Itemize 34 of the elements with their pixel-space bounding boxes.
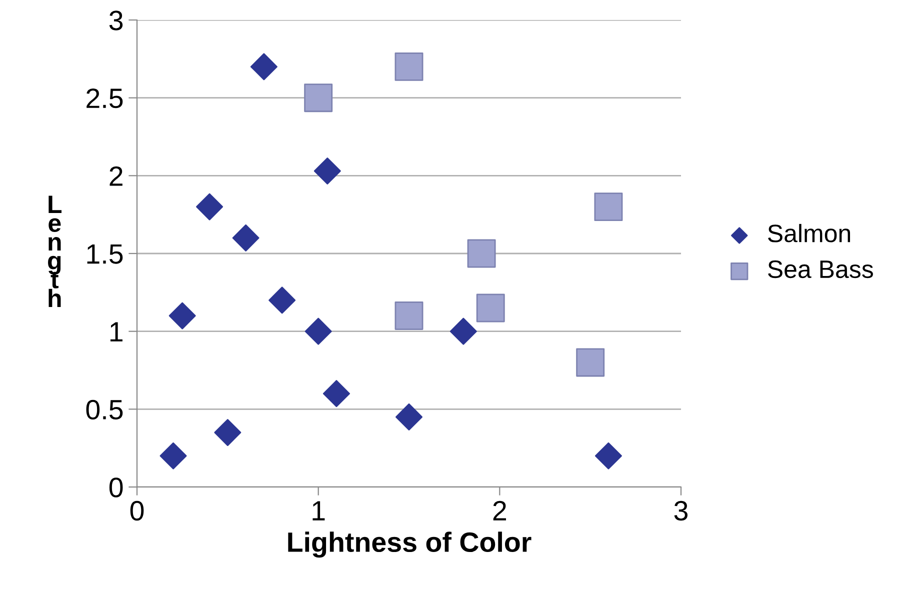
point	[394, 302, 424, 330]
x-axis-title: Lightness of Color	[288, 532, 532, 558]
point	[250, 53, 278, 80]
point	[232, 224, 260, 252]
point	[304, 84, 333, 112]
legend-label: Sea Bass	[768, 260, 873, 278]
point	[467, 239, 496, 268]
point	[160, 442, 187, 470]
point	[314, 157, 341, 184]
point	[594, 192, 623, 222]
x-tick-label: 2	[493, 500, 506, 520]
y-tick-label: 0	[109, 478, 123, 498]
point	[214, 419, 242, 446]
point	[196, 193, 224, 220]
y-tick-label: 3	[109, 10, 123, 30]
point	[450, 318, 477, 345]
y-tick-label: 2	[110, 166, 122, 186]
x-tick-label: 0	[130, 500, 144, 521]
point	[476, 294, 505, 322]
point	[576, 348, 605, 377]
point	[268, 286, 296, 314]
point	[168, 302, 196, 330]
point	[304, 318, 332, 345]
y-tick-label: 2.5	[86, 88, 123, 108]
y-tick-label: 1	[110, 322, 122, 342]
y-tick-label: 1.5	[87, 244, 123, 264]
point	[394, 52, 424, 81]
x-tick-label: 1	[312, 501, 325, 520]
y-tick-label: 0.5	[86, 400, 123, 420]
legend-label: Salmon	[768, 224, 850, 242]
point	[322, 380, 350, 408]
point	[594, 442, 622, 470]
point	[396, 403, 422, 430]
x-tick-label: 3	[674, 500, 688, 521]
